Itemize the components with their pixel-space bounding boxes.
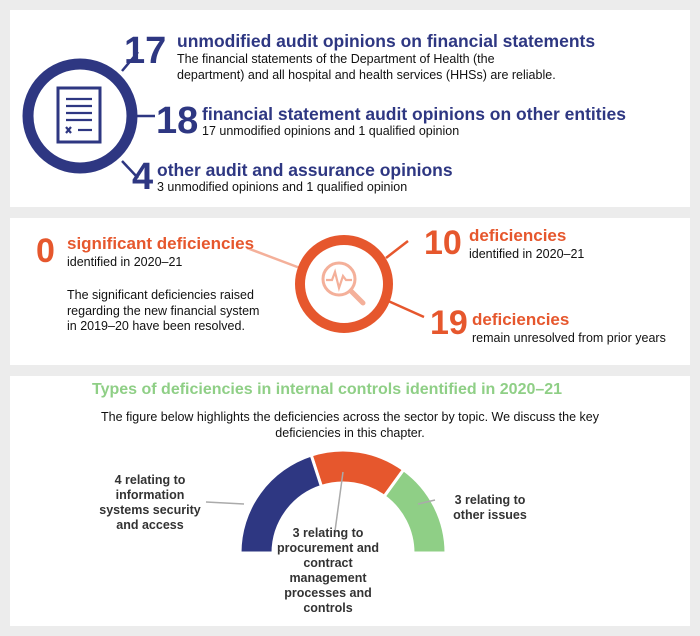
- audit-title-4: other audit and assurance opinions: [157, 160, 453, 180]
- audit-title-17: unmodified audit opinions on financial s…: [177, 31, 596, 51]
- segment-label-info-security: 4 relating to information systems securi…: [99, 473, 201, 532]
- unresolved-count: 19: [430, 304, 468, 342]
- segment-label-procurement: 3 relating to procurement and contract m…: [276, 526, 380, 615]
- significant-subtitle: identified in 2020–21: [67, 255, 183, 269]
- gauge-segment-other: [382, 467, 448, 555]
- audit-opinions-panel: 17 unmodified audit opinions on financia…: [10, 10, 690, 207]
- audit-desc-18: 17 unmodified opinions and 1 qualified o…: [202, 124, 460, 138]
- significant-note: The significant deficiencies raised rega…: [67, 288, 260, 333]
- segment-label-other: 3 relating to other issues: [453, 493, 527, 522]
- connector-line-10: [385, 240, 409, 259]
- leader-line-procurement: [334, 471, 344, 532]
- connector-line-0: [246, 246, 301, 270]
- audit-count-17: 17: [124, 30, 167, 72]
- identified-title: deficiencies: [469, 226, 567, 245]
- audit-count-4: 4: [132, 156, 154, 198]
- types-title: Types of deficiencies in internal contro…: [92, 381, 563, 398]
- audit-title-18: financial statement audit opinions on ot…: [202, 104, 626, 124]
- unresolved-subtitle: remain unresolved from prior years: [472, 331, 666, 345]
- gauge-segment-procurement: [309, 448, 406, 499]
- deficiency-connector-graphic: [246, 235, 425, 333]
- magnifier-pulse-icon: [321, 261, 366, 306]
- significant-count: 0: [36, 232, 55, 270]
- unresolved-title: deficiencies: [472, 310, 570, 329]
- identified-count: 10: [424, 224, 462, 262]
- types-description: The figure below highlights the deficien…: [101, 410, 599, 440]
- connector-line-17: [121, 51, 139, 72]
- identified-subtitle: identified in 2020–21: [469, 247, 585, 261]
- audit-connector-graphic: [22, 51, 155, 179]
- audit-count-18: 18: [156, 100, 199, 142]
- deficiency-gauge: [205, 448, 448, 555]
- audit-desc-17: The financial statements of the Departme…: [177, 52, 556, 82]
- connector-line-4: [121, 160, 139, 179]
- leader-line-info-security: [205, 501, 245, 505]
- connector-line-19: [385, 298, 425, 319]
- deficiencies-panel: 0 significant deficiencies identified in…: [10, 218, 690, 365]
- gauge-segment-info-security: [238, 453, 324, 555]
- leader-line-other: [417, 499, 436, 505]
- deficiency-types-panel: Types of deficiencies in internal contro…: [10, 376, 690, 626]
- significant-title: significant deficiencies: [67, 234, 255, 253]
- document-icon: [56, 86, 102, 144]
- audit-desc-4: 3 unmodified opinions and 1 qualified op…: [157, 180, 408, 194]
